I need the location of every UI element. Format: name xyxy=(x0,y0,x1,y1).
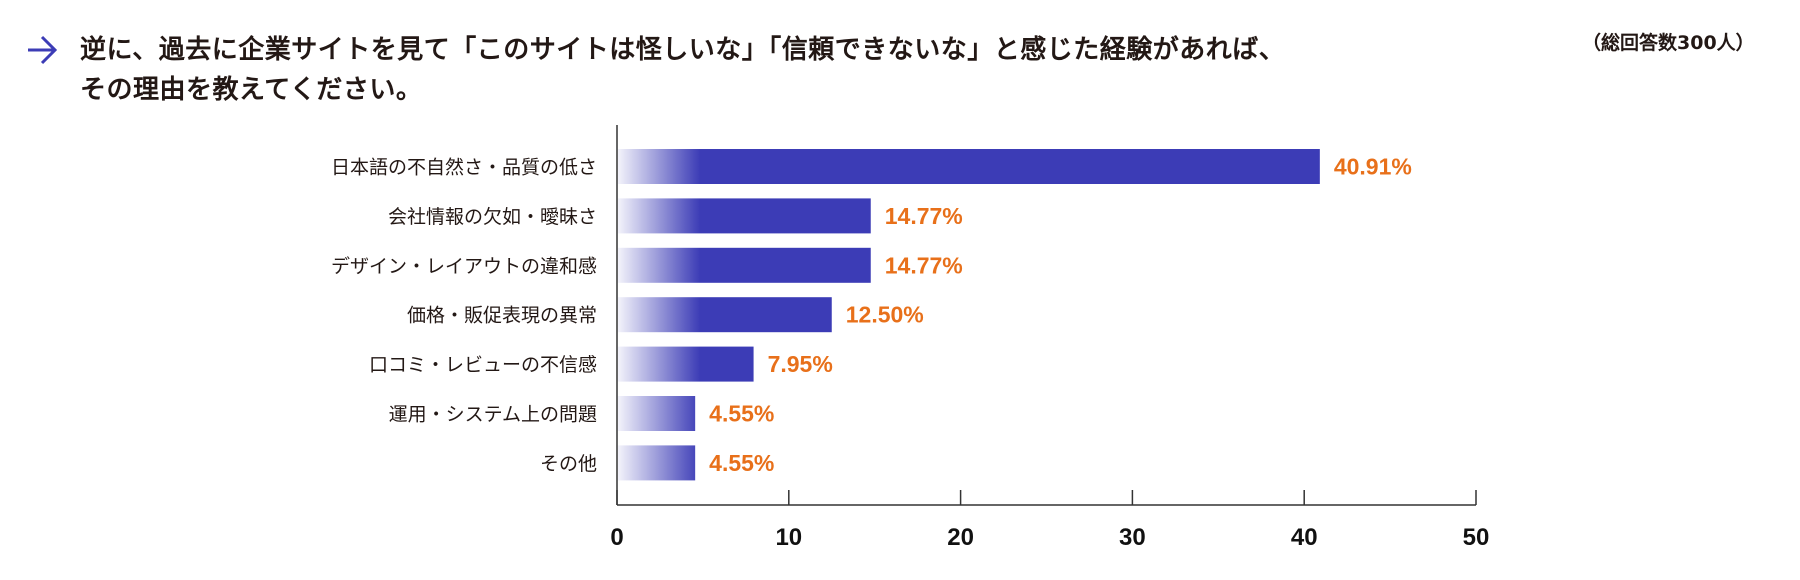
x-tick-label: 20 xyxy=(947,524,974,551)
x-tick-label: 10 xyxy=(775,524,802,551)
category-label: 運用・システム上の問題 xyxy=(389,404,597,426)
bar xyxy=(618,346,754,382)
category-label: 口コミ・レビューの不信感 xyxy=(369,354,597,376)
x-tick-label: 30 xyxy=(1119,524,1146,551)
category-label: その他 xyxy=(540,453,597,475)
category-label: デザイン・レイアウトの違和感 xyxy=(331,255,597,277)
category-label: 価格・販促表現の異常 xyxy=(407,305,597,327)
x-tick-label: 40 xyxy=(1291,524,1318,551)
arrow-right-icon xyxy=(28,35,58,65)
value-label: 4.55% xyxy=(709,401,774,427)
value-label: 40.91% xyxy=(1334,154,1412,180)
x-tick-label: 50 xyxy=(1463,524,1490,551)
value-label: 12.50% xyxy=(846,302,924,328)
bar xyxy=(618,198,871,234)
value-label: 14.77% xyxy=(885,203,963,229)
value-label: 14.77% xyxy=(885,252,963,278)
title-line-1: 逆に、過去に企業サイトを見て「このサイトは怪しいな」「信頼できないな」と感じた経… xyxy=(80,35,1286,65)
question-title: 逆に、過去に企業サイトを見て「このサイトは怪しいな」「信頼できないな」と感じた経… xyxy=(80,30,1285,110)
bar xyxy=(618,247,871,283)
title-line-2: その理由を教えてください。 xyxy=(80,75,423,105)
value-label: 4.55% xyxy=(709,450,774,476)
respondents-note: （総回答数300人） xyxy=(1582,32,1755,54)
bar xyxy=(618,445,696,481)
bar xyxy=(618,297,832,333)
value-label: 7.95% xyxy=(768,351,833,377)
bar xyxy=(618,396,696,431)
x-tick-label: 0 xyxy=(610,524,623,551)
category-label: 日本語の不自然さ・品質の低さ xyxy=(331,157,597,179)
category-label: 会社情報の欠如・曖昧さ xyxy=(388,206,597,228)
bar xyxy=(618,149,1320,184)
